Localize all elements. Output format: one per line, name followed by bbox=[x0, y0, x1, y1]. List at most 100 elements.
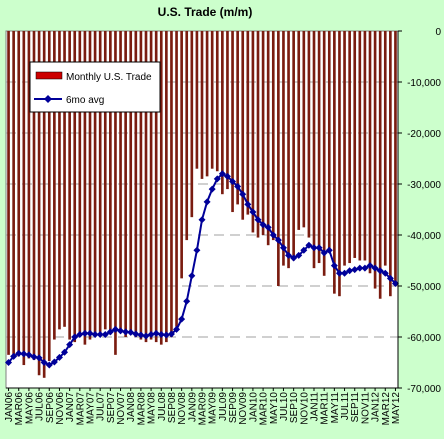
avg-point bbox=[264, 223, 272, 231]
x-tick-label: NOV06 bbox=[55, 392, 66, 425]
avg-point bbox=[188, 272, 196, 280]
bar bbox=[195, 31, 199, 169]
avg-point bbox=[66, 341, 74, 349]
avg-point bbox=[81, 329, 89, 337]
avg-point bbox=[173, 325, 181, 333]
bar bbox=[78, 31, 82, 335]
bar bbox=[170, 31, 173, 337]
x-tick-label: SEP08 bbox=[167, 392, 178, 424]
bar bbox=[338, 31, 341, 297]
y-tick-label: -60,000 bbox=[407, 333, 441, 344]
avg-point bbox=[20, 350, 28, 358]
legend-bar-swatch bbox=[35, 71, 63, 80]
x-tick-label: MAR09 bbox=[198, 392, 209, 426]
x-tick-label: SEP09 bbox=[228, 392, 239, 424]
bar bbox=[297, 31, 301, 230]
legend-label-line: 6mo avg bbox=[66, 95, 104, 106]
avg-point bbox=[254, 216, 262, 224]
bar bbox=[159, 31, 163, 345]
avg-point bbox=[244, 200, 252, 208]
bar bbox=[271, 31, 275, 241]
bar bbox=[307, 31, 311, 238]
x-tick-label: JUL08 bbox=[157, 392, 168, 421]
bar bbox=[42, 31, 46, 378]
bar bbox=[180, 31, 183, 279]
chart-title: U.S. Trade (m/m) bbox=[158, 5, 253, 19]
avg-point bbox=[229, 177, 237, 185]
avg-point bbox=[40, 359, 48, 366]
avg-point bbox=[25, 351, 33, 359]
bar bbox=[27, 31, 31, 359]
avg-point bbox=[269, 231, 277, 239]
avg-point bbox=[152, 329, 160, 337]
x-tick-label: SEP10 bbox=[289, 392, 300, 424]
avg-point bbox=[193, 246, 201, 254]
bar bbox=[98, 31, 102, 332]
avg-point bbox=[366, 262, 374, 270]
bar bbox=[317, 31, 321, 264]
bar bbox=[12, 31, 15, 355]
x-tick-label: MAR08 bbox=[136, 392, 147, 426]
x-tick-label: NOV09 bbox=[238, 392, 249, 425]
bar bbox=[210, 31, 214, 169]
bar bbox=[190, 31, 194, 218]
avg-point bbox=[341, 269, 349, 277]
avg-point bbox=[76, 330, 84, 338]
x-tick-label: JAN12 bbox=[371, 392, 382, 422]
bar bbox=[363, 31, 367, 261]
avg-point bbox=[249, 208, 257, 216]
x-tick-label: JUL06 bbox=[35, 392, 46, 421]
bar bbox=[343, 31, 346, 266]
legend-line-marker bbox=[44, 95, 52, 103]
bar bbox=[119, 31, 122, 330]
avg-point bbox=[30, 353, 38, 361]
bar bbox=[373, 31, 377, 289]
bar bbox=[109, 31, 112, 335]
avg-point bbox=[290, 254, 298, 262]
bar bbox=[261, 31, 265, 235]
bar bbox=[246, 31, 250, 215]
x-tick-label: JAN06 bbox=[4, 392, 15, 422]
avg-point bbox=[285, 251, 293, 259]
bar bbox=[17, 31, 21, 357]
bar bbox=[93, 31, 97, 336]
avg-point bbox=[305, 241, 313, 249]
avg-point bbox=[315, 244, 323, 252]
bar bbox=[47, 31, 51, 361]
bar bbox=[302, 31, 306, 228]
bar bbox=[322, 31, 326, 276]
x-tick-label: MAY12 bbox=[391, 392, 402, 424]
avg-point bbox=[335, 269, 343, 277]
x-tick-label: JUL10 bbox=[279, 392, 290, 421]
bar bbox=[103, 31, 107, 330]
avg-point bbox=[274, 236, 282, 244]
bar bbox=[394, 31, 397, 286]
bar bbox=[226, 31, 229, 190]
avg-point bbox=[361, 264, 369, 272]
avg-point bbox=[45, 361, 53, 369]
bar bbox=[73, 31, 77, 343]
bar bbox=[129, 31, 133, 332]
avg-point bbox=[117, 327, 125, 335]
avg-point bbox=[55, 353, 63, 361]
avg-point bbox=[162, 331, 170, 339]
bar bbox=[368, 31, 372, 274]
avg-point bbox=[50, 358, 58, 366]
bar bbox=[175, 31, 178, 327]
bar bbox=[205, 31, 209, 177]
avg-point bbox=[10, 352, 18, 360]
avg-point bbox=[5, 359, 13, 366]
x-tick-label: MAY10 bbox=[269, 392, 280, 424]
bar bbox=[53, 31, 56, 340]
avg-line-series bbox=[5, 170, 399, 369]
legend: Monthly U.S. Trade 6mo avg bbox=[29, 61, 161, 113]
avg-point bbox=[376, 267, 384, 275]
x-tick-label: MAY09 bbox=[208, 392, 219, 424]
avg-point bbox=[356, 264, 364, 272]
avg-point bbox=[239, 190, 247, 198]
avg-point bbox=[310, 244, 318, 252]
bar bbox=[378, 31, 382, 299]
avg-point bbox=[320, 249, 328, 257]
bar bbox=[383, 31, 387, 266]
bar bbox=[266, 31, 270, 246]
